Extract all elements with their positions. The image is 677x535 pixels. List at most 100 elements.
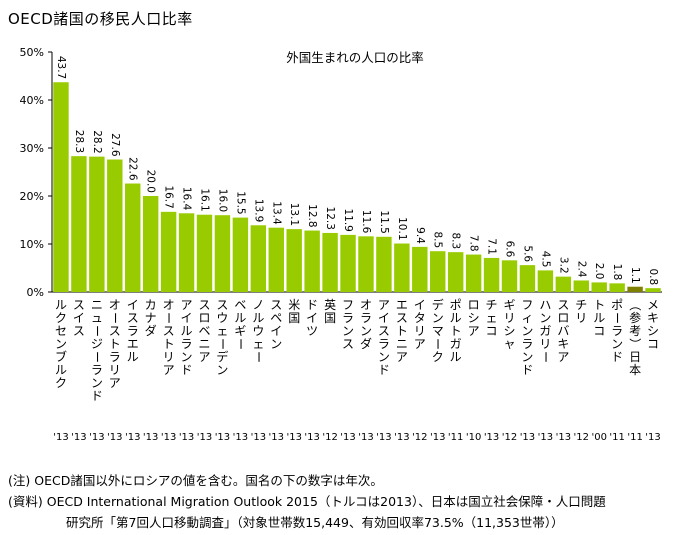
svg-text:ン: ン	[270, 337, 282, 351]
svg-text:ャ: ャ	[503, 337, 515, 351]
svg-text:ト: ト	[396, 324, 408, 338]
category-label: ドイツ	[306, 298, 318, 338]
year-label: '13	[161, 432, 176, 443]
bar	[160, 211, 177, 292]
svg-text:ラ: ラ	[378, 337, 390, 351]
bar	[286, 229, 302, 292]
svg-text:タ: タ	[414, 311, 426, 325]
svg-text:キ: キ	[557, 337, 569, 351]
svg-text:ナ: ナ	[145, 311, 157, 325]
bar	[537, 270, 554, 292]
svg-text:ダ: ダ	[360, 336, 372, 351]
bar	[447, 252, 464, 292]
year-label: '12	[412, 432, 427, 443]
svg-text:ニ: ニ	[198, 337, 210, 351]
bar	[304, 230, 320, 292]
bar	[645, 288, 661, 292]
svg-text:ド: ド	[306, 298, 318, 312]
category-label: スイス	[73, 298, 85, 338]
value-label: 2.4	[575, 261, 587, 278]
svg-text:ギ: ギ	[234, 324, 246, 338]
svg-text:カ: カ	[145, 298, 157, 312]
value-label: 16.0	[216, 189, 228, 212]
svg-text:シ: シ	[503, 324, 515, 338]
svg-text:ス: ス	[73, 324, 85, 338]
svg-text:ド: ド	[611, 350, 623, 364]
svg-text:イ: イ	[414, 298, 426, 312]
svg-text:ア: ア	[181, 298, 193, 312]
bar	[555, 276, 572, 292]
svg-text:ベ: ベ	[198, 324, 210, 338]
chart-title: 外国生まれの人口の比率	[286, 50, 424, 65]
svg-text:ン: ン	[521, 350, 533, 364]
value-label: 1.1	[629, 267, 641, 284]
svg-text:ア: ア	[414, 337, 426, 351]
svg-text:ツ: ツ	[306, 324, 318, 338]
svg-text:ー: ー	[215, 338, 229, 350]
svg-text:マ: マ	[432, 324, 444, 338]
bar	[501, 260, 518, 292]
svg-text:イ: イ	[378, 311, 390, 325]
svg-text:ス: ス	[109, 324, 121, 338]
bar	[627, 286, 643, 292]
svg-text:ス: ス	[270, 298, 282, 312]
bar	[376, 236, 392, 292]
svg-text:ス: ス	[73, 298, 85, 312]
bar	[142, 196, 159, 292]
value-label: 13.4	[270, 201, 282, 225]
year-label: '12	[574, 432, 589, 443]
bar	[196, 214, 213, 292]
source-text-continued: 研究所「第7回人口移動調査」（対象世帯数15,449、有効回収率73.5%（11…	[66, 515, 564, 530]
year-label: '13	[538, 432, 553, 443]
year-label: '11	[627, 432, 642, 443]
bar	[214, 215, 231, 292]
svg-text:ノ: ノ	[252, 298, 264, 312]
svg-text:ー: ー	[108, 312, 122, 324]
bar	[465, 254, 482, 292]
value-label: 9.4	[414, 227, 426, 244]
value-label: 28.2	[91, 130, 103, 153]
value-label: 11.9	[342, 208, 354, 231]
year-label: '13	[286, 432, 301, 443]
value-label: 22.6	[127, 157, 139, 181]
y-tick-label: 50%	[20, 46, 44, 59]
svg-text:本: 本	[629, 363, 641, 377]
value-label: 6.6	[504, 241, 516, 258]
chart-bars	[53, 82, 661, 293]
svg-text:ー: ー	[90, 351, 104, 363]
value-label: 0.8	[647, 268, 659, 285]
svg-text:ラ: ラ	[521, 337, 533, 351]
svg-text:ル: ル	[234, 311, 246, 325]
svg-text:ラ: ラ	[91, 363, 103, 377]
svg-text:考: 考	[629, 324, 641, 338]
category-label: ロシア	[468, 298, 480, 338]
svg-text:イ: イ	[270, 324, 282, 338]
svg-text:ト: ト	[163, 337, 175, 351]
value-label: 20.0	[145, 170, 157, 193]
year-label: '13	[430, 432, 445, 443]
source-text: (資料) OECD International Migration Outloo…	[8, 494, 606, 509]
value-label: 5.6	[521, 245, 533, 262]
bar	[483, 257, 500, 292]
category-label: チリ	[575, 298, 587, 325]
svg-text:リ: リ	[575, 311, 587, 325]
value-label: 16.1	[199, 188, 211, 211]
year-label: '13	[179, 432, 194, 443]
value-label: 1.8	[611, 264, 623, 281]
svg-text:ェ: ェ	[216, 324, 228, 338]
bar	[358, 236, 374, 292]
svg-text:セ: セ	[55, 324, 67, 338]
svg-text:ル: ル	[450, 311, 462, 325]
svg-text:リ: リ	[539, 337, 551, 351]
svg-text:ュ: ュ	[91, 311, 103, 325]
svg-text:ス: ス	[216, 298, 228, 312]
value-label: 10.1	[396, 217, 408, 240]
